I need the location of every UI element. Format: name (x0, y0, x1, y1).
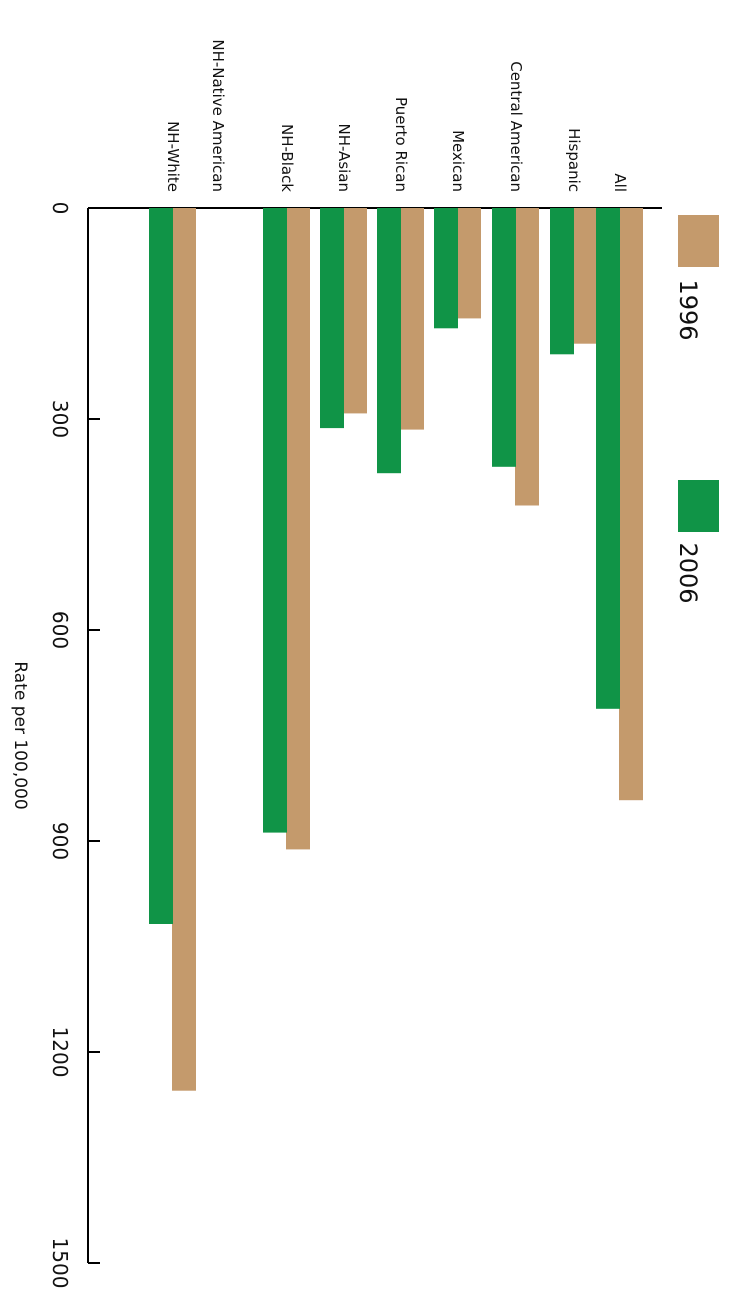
tick-label: 1500 (48, 1238, 72, 1289)
tick-label: 0 (48, 202, 72, 215)
tick-label: 1200 (48, 1027, 72, 1078)
category-label: Puerto Rican (392, 97, 410, 192)
category-label: Mexican (449, 130, 467, 192)
bar-2006-hispanic (550, 208, 574, 355)
category-label: NH-Black (278, 124, 296, 192)
bar-1996-nh-black (286, 208, 310, 850)
legend-swatch-1996 (678, 215, 719, 267)
legend: 1996 2006 (674, 215, 719, 604)
legend-label-2006: 2006 (674, 542, 702, 603)
category-labels-group: All Hispanic Central American Mexican Puerto… (164, 39, 629, 192)
bar-2006-puerto-rican (377, 208, 401, 474)
bar-1996-nh-white (172, 208, 196, 1091)
bar-1996-nh-asian (343, 208, 367, 414)
tick-label: 300 (48, 400, 72, 438)
category-label: NH-Asian (335, 123, 353, 192)
legend-label-1996: 1996 (674, 279, 702, 340)
bar-1996-all (619, 208, 643, 801)
bars-group (149, 208, 643, 1091)
category-label: NH-Native American (209, 39, 227, 192)
category-label: All (611, 173, 629, 192)
bar-2006-nh-black (263, 208, 287, 833)
category-label: NH-White (164, 121, 182, 192)
ticks-group: 0 300 600 900 1200 1500 (48, 202, 100, 1289)
bar-1996-central-american (515, 208, 539, 506)
category-label: Hispanic (565, 128, 583, 192)
bar-1996-puerto-rican (400, 208, 424, 430)
tick-label: 600 (48, 611, 72, 649)
category-label: Central American (507, 61, 525, 192)
bar-1996-hispanic (573, 208, 597, 344)
bar-2006-nh-white (149, 208, 173, 924)
bar-2006-all (596, 208, 620, 709)
bar-2006-mexican (434, 208, 458, 329)
bar-2006-central-american (492, 208, 516, 467)
bar-2006-nh-asian (320, 208, 344, 429)
y-axis-title: Rate per 100,000 (10, 661, 30, 809)
tick-label: 900 (48, 822, 72, 860)
legend-swatch-2006 (678, 480, 719, 532)
bar-1996-mexican (457, 208, 481, 319)
